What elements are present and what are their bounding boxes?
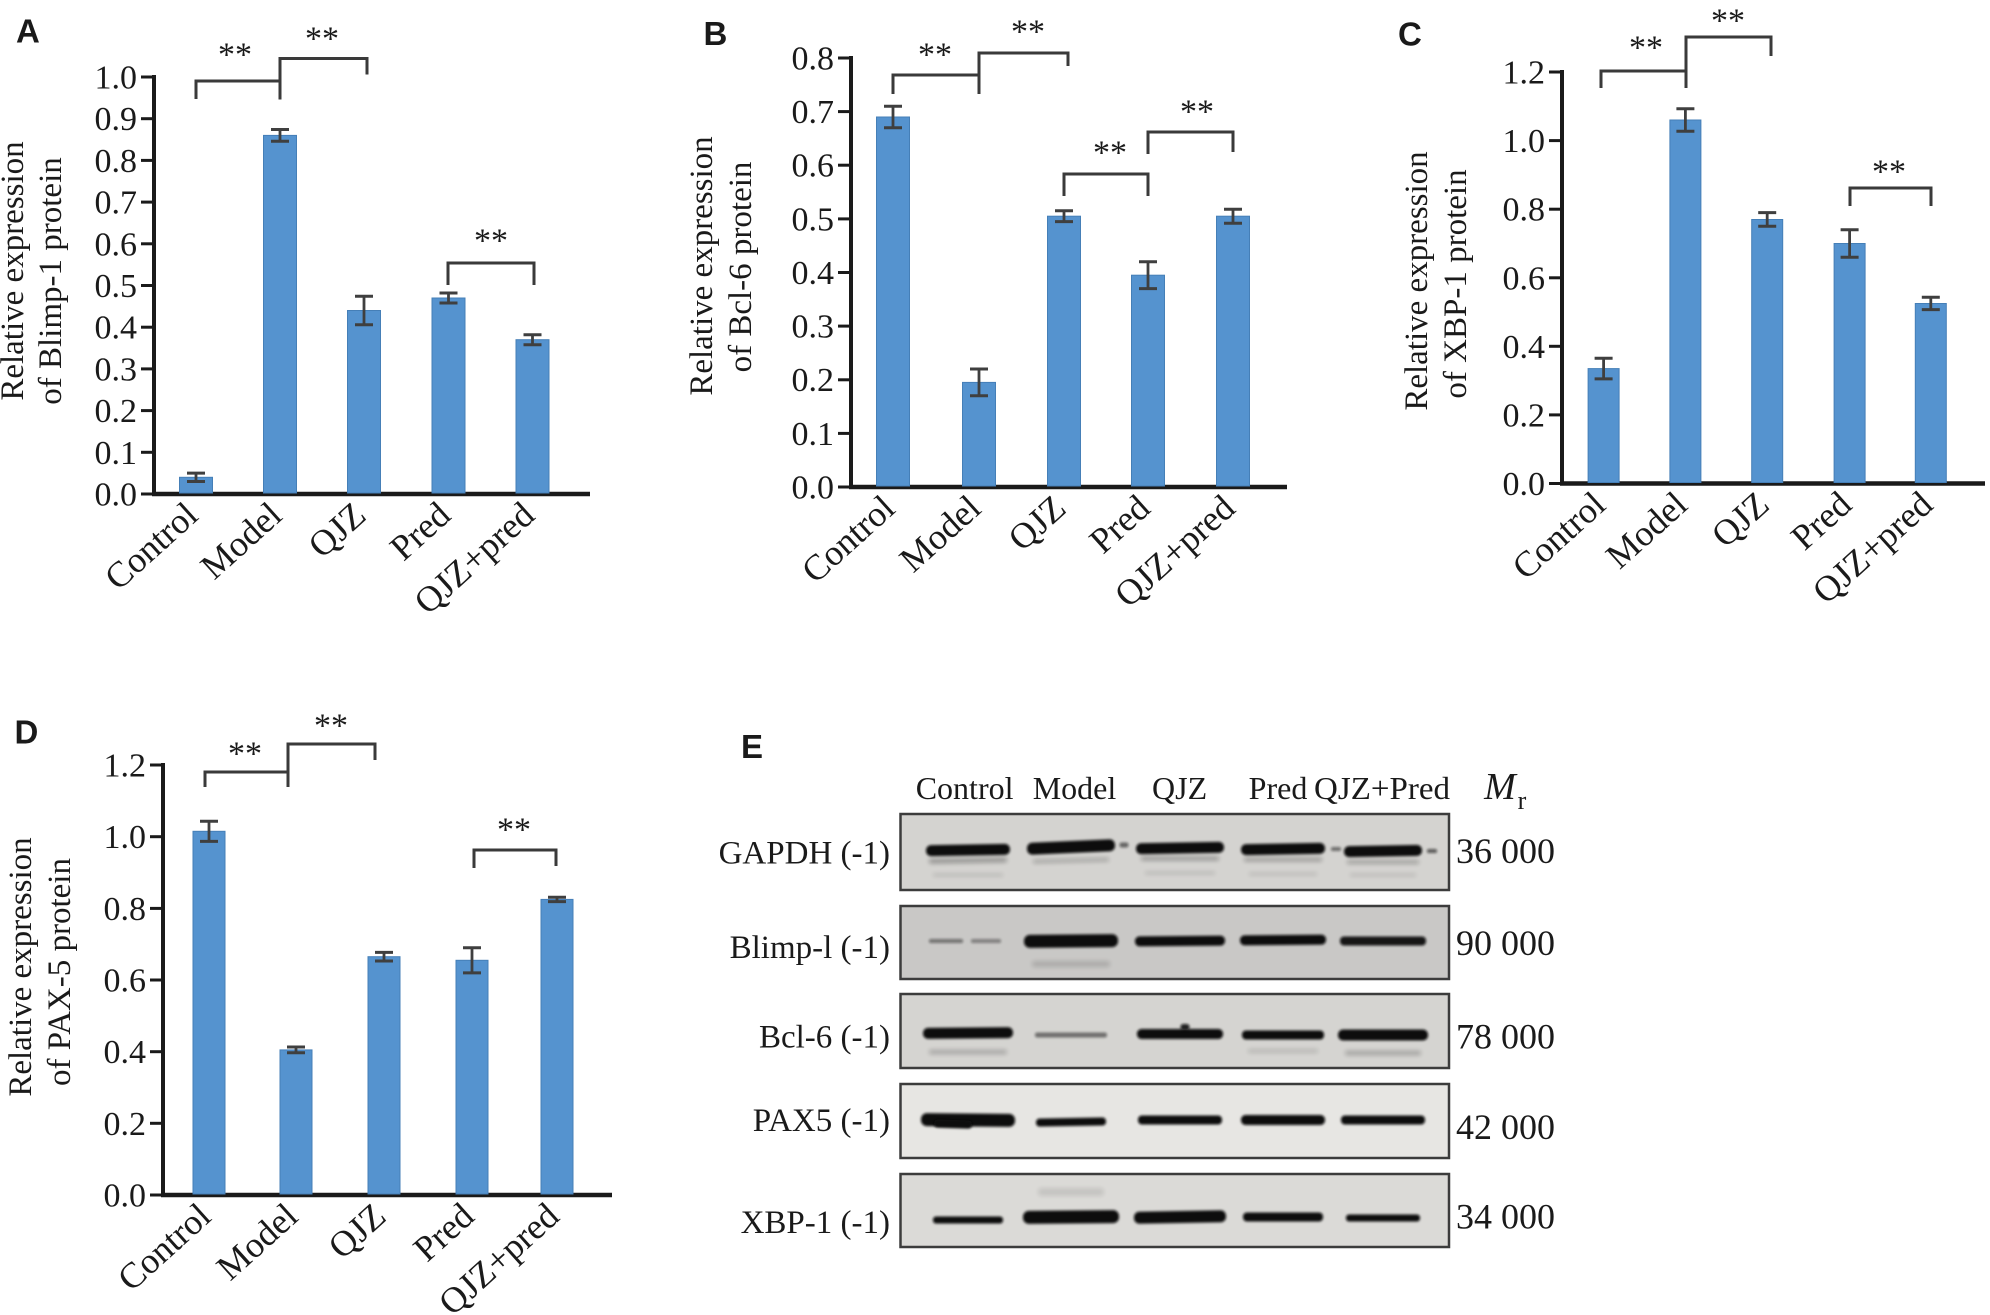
- svg-text:QJZ+Pred: QJZ+Pred: [1314, 770, 1450, 806]
- svg-text:A: A: [16, 13, 40, 50]
- svg-text:36 000: 36 000: [1456, 831, 1555, 871]
- svg-text:0.6: 0.6: [95, 226, 138, 263]
- svg-text:XBP-1 (-1): XBP-1 (-1): [741, 1205, 890, 1241]
- svg-text:0.3: 0.3: [792, 309, 835, 346]
- svg-text:Bcl-6 (-1): Bcl-6 (-1): [759, 1019, 890, 1055]
- svg-text:B: B: [704, 15, 728, 52]
- svg-text:0.8: 0.8: [95, 143, 138, 180]
- svg-text:Relative expression: Relative expression: [0, 141, 31, 400]
- svg-text:E: E: [741, 728, 763, 765]
- svg-text:of XBP-1 protein: of XBP-1 protein: [1438, 169, 1474, 398]
- svg-text:0.4: 0.4: [104, 1034, 147, 1071]
- svg-text:78 000: 78 000: [1456, 1017, 1555, 1057]
- svg-text:0.8: 0.8: [1503, 192, 1546, 229]
- svg-text:0.2: 0.2: [104, 1106, 147, 1143]
- svg-text:D: D: [15, 714, 39, 751]
- svg-text:PAX5 (-1): PAX5 (-1): [753, 1103, 890, 1139]
- svg-text:0.6: 0.6: [1503, 260, 1546, 297]
- svg-text:r: r: [1518, 786, 1527, 815]
- svg-text:of PAX-5 protein: of PAX-5 protein: [42, 858, 78, 1086]
- svg-text:0.0: 0.0: [104, 1178, 147, 1215]
- svg-text:0.8: 0.8: [792, 41, 835, 78]
- svg-text:Control: Control: [916, 770, 1014, 806]
- svg-text:0.5: 0.5: [792, 201, 835, 238]
- svg-text:0.5: 0.5: [95, 268, 138, 305]
- svg-text:**: **: [1180, 94, 1214, 131]
- svg-text:0.4: 0.4: [95, 310, 138, 347]
- svg-text:M: M: [1483, 766, 1518, 808]
- svg-text:0.1: 0.1: [95, 435, 138, 472]
- svg-text:42 000: 42 000: [1456, 1107, 1555, 1147]
- svg-text:Relative expression: Relative expression: [3, 837, 39, 1096]
- svg-text:0.6: 0.6: [792, 148, 835, 185]
- svg-text:**: **: [1872, 154, 1906, 191]
- svg-text:of Bcl-6 protein: of Bcl-6 protein: [723, 162, 759, 373]
- svg-text:C: C: [1398, 16, 1422, 53]
- svg-text:Pred: Pred: [1249, 770, 1308, 806]
- svg-text:Relative expression: Relative expression: [684, 136, 720, 395]
- svg-text:0.6: 0.6: [104, 963, 147, 1000]
- svg-text:**: **: [1629, 30, 1663, 67]
- svg-text:**: **: [218, 37, 252, 74]
- svg-text:0.0: 0.0: [1503, 466, 1546, 503]
- svg-text:**: **: [497, 812, 531, 849]
- svg-text:0.7: 0.7: [95, 185, 138, 222]
- svg-text:0.0: 0.0: [95, 477, 138, 514]
- svg-text:**: **: [1093, 135, 1127, 172]
- svg-text:34 000: 34 000: [1456, 1197, 1555, 1237]
- svg-text:1.0: 1.0: [95, 60, 138, 97]
- svg-text:Relative expression: Relative expression: [1399, 151, 1435, 410]
- svg-text:**: **: [1011, 14, 1045, 51]
- svg-text:Blimp-l (-1): Blimp-l (-1): [730, 930, 890, 966]
- svg-text:1.0: 1.0: [104, 819, 147, 856]
- svg-text:0.1: 0.1: [792, 416, 835, 453]
- svg-text:1.2: 1.2: [1503, 55, 1546, 92]
- svg-text:0.2: 0.2: [792, 362, 835, 399]
- svg-text:0.2: 0.2: [95, 393, 138, 430]
- svg-text:90 000: 90 000: [1456, 923, 1555, 963]
- svg-text:1.0: 1.0: [1503, 123, 1546, 160]
- svg-text:0.8: 0.8: [104, 891, 147, 928]
- svg-text:QJZ: QJZ: [1152, 770, 1207, 806]
- svg-text:0.4: 0.4: [1503, 329, 1546, 366]
- svg-text:GAPDH (-1): GAPDH (-1): [719, 835, 890, 871]
- svg-text:0.7: 0.7: [792, 94, 835, 131]
- svg-text:0.3: 0.3: [95, 351, 138, 388]
- svg-text:of Blimp-1 protein: of Blimp-1 protein: [33, 157, 69, 404]
- svg-text:**: **: [1711, 3, 1745, 40]
- svg-text:**: **: [918, 37, 952, 74]
- svg-text:**: **: [305, 21, 339, 58]
- svg-text:**: **: [314, 708, 348, 745]
- svg-text:**: **: [228, 736, 262, 773]
- svg-text:0.9: 0.9: [95, 101, 138, 138]
- svg-text:0.4: 0.4: [792, 255, 835, 292]
- svg-text:Model: Model: [1033, 770, 1117, 806]
- svg-text:0.0: 0.0: [792, 470, 835, 507]
- svg-text:**: **: [474, 223, 508, 260]
- svg-text:1.2: 1.2: [104, 748, 147, 785]
- svg-text:0.2: 0.2: [1503, 397, 1546, 434]
